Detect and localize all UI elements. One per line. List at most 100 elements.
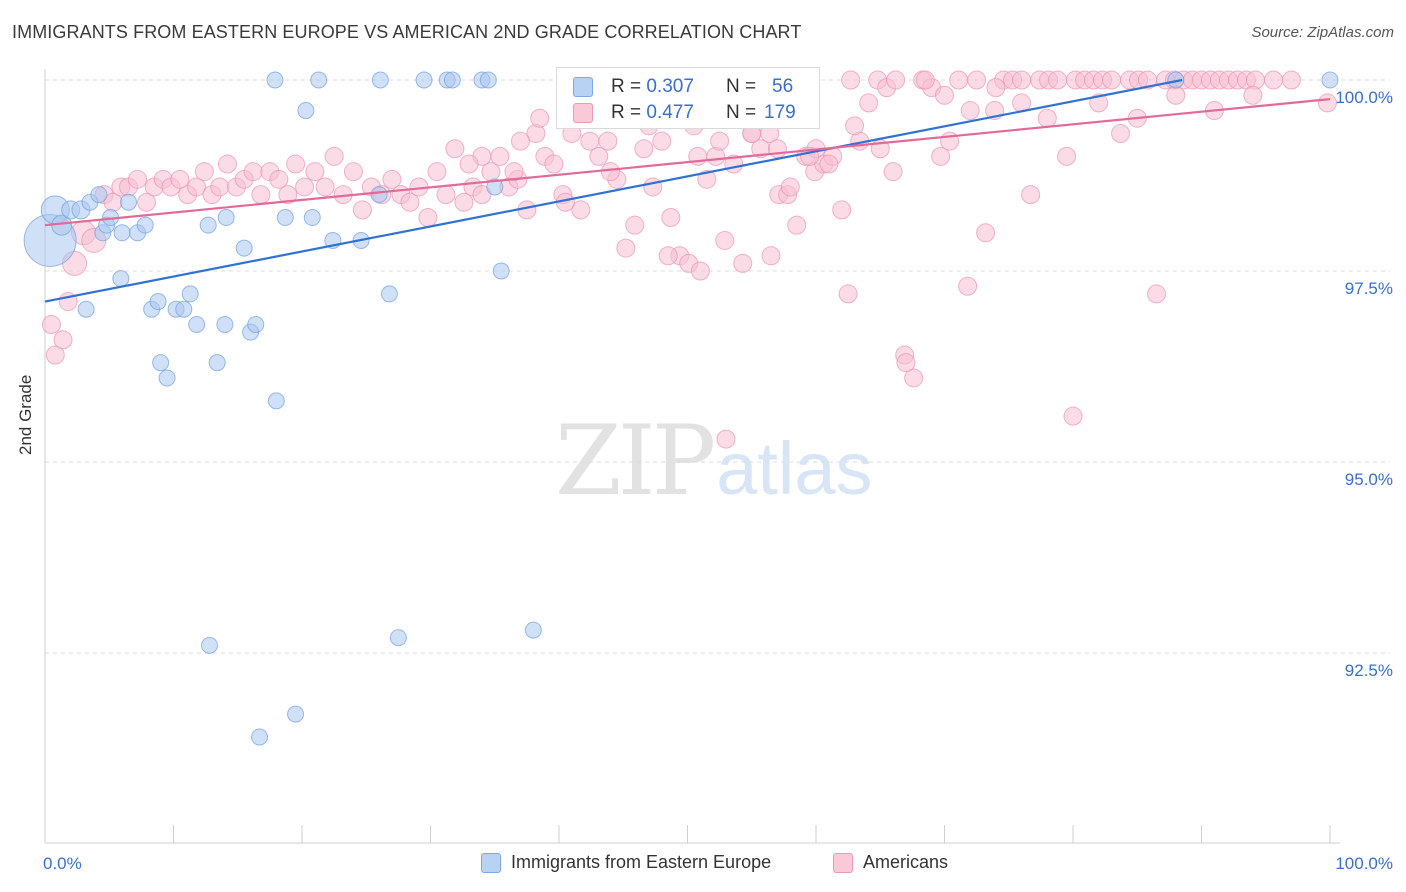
americans-points <box>41 70 1337 449</box>
americans-point <box>859 93 879 113</box>
trend-lines <box>44 78 1331 303</box>
americans-point <box>616 238 636 258</box>
x-tick-label: 0.0% <box>43 854 82 873</box>
americans-point <box>1147 284 1167 304</box>
americans-point <box>436 185 456 205</box>
eastern-europe-point <box>486 178 504 196</box>
americans-point <box>598 131 618 151</box>
legend-r-value: 0.477 <box>646 102 694 123</box>
americans-point <box>819 154 839 174</box>
eastern-europe-point <box>217 209 235 227</box>
legend-n-value: 56 <box>772 76 794 97</box>
americans-point <box>286 154 306 174</box>
americans-point <box>915 70 935 90</box>
americans-point <box>418 208 438 228</box>
legend-n-label: N = <box>725 76 757 97</box>
americans-point <box>571 200 591 220</box>
americans-point <box>1021 185 1041 205</box>
americans-point <box>958 276 978 296</box>
eastern-europe-point <box>524 621 542 639</box>
y-tick-label: 95.0% <box>1345 470 1393 489</box>
legend-swatch-blue <box>573 77 593 97</box>
eastern-europe-point <box>181 285 199 303</box>
eastern-europe-point <box>492 262 510 280</box>
americans-point <box>931 146 951 166</box>
americans-point <box>269 169 289 189</box>
americans-point <box>295 177 315 197</box>
eastern-europe-point <box>158 369 176 387</box>
americans-point <box>1102 70 1122 90</box>
eastern-europe-point <box>389 629 407 647</box>
americans-point <box>544 154 564 174</box>
americans-point <box>886 70 906 90</box>
eastern-europe-points <box>23 71 1339 746</box>
americans-point <box>53 330 73 350</box>
eastern-europe-point <box>1167 71 1185 89</box>
y-tick-label: 97.5% <box>1345 279 1393 298</box>
americans-point <box>761 246 781 266</box>
americans-point <box>1048 70 1068 90</box>
americans-point <box>658 246 678 266</box>
americans-point <box>170 169 190 189</box>
x-tick-label: 100.0% <box>1335 854 1393 873</box>
eastern-europe-point <box>113 224 131 242</box>
eastern-europe-point <box>247 315 265 333</box>
eastern-europe-point <box>303 209 321 227</box>
legend-label-eastern-europe: Immigrants from Eastern Europe <box>511 852 772 872</box>
americans-point <box>510 131 530 151</box>
americans-point <box>324 146 344 166</box>
eastern-europe-point <box>175 300 193 318</box>
americans-point <box>472 185 492 205</box>
americans-point <box>787 215 807 235</box>
americans-point <box>634 139 654 159</box>
eastern-europe-point <box>149 293 167 311</box>
americans-point <box>780 177 800 197</box>
eastern-europe-point <box>287 705 305 723</box>
eastern-europe-point <box>310 71 328 89</box>
legend-swatch-blue <box>481 852 501 873</box>
eastern-europe-point <box>251 728 269 746</box>
eastern-europe-point <box>415 71 433 89</box>
americans-point <box>1317 93 1337 113</box>
americans-point <box>427 162 447 182</box>
americans-point <box>454 192 474 212</box>
eastern-europe-point <box>216 315 234 333</box>
americans-point <box>1057 146 1077 166</box>
eastern-europe-trend-line <box>44 78 1183 303</box>
americans-point <box>949 70 969 90</box>
eastern-europe-point <box>297 102 315 120</box>
legend-swatch-pink <box>573 103 593 123</box>
americans-point <box>459 154 479 174</box>
americans-point <box>217 154 237 174</box>
eastern-europe-point <box>371 71 389 89</box>
americans-point <box>251 185 271 205</box>
axes <box>44 69 1340 844</box>
americans-point <box>210 177 230 197</box>
americans-point <box>187 177 207 197</box>
americans-point <box>278 185 298 205</box>
americans-point <box>128 169 148 189</box>
americans-point <box>243 162 263 182</box>
americans-point <box>896 353 916 373</box>
eastern-europe-point <box>267 392 285 410</box>
americans-point <box>883 162 903 182</box>
eastern-europe-point <box>380 285 398 303</box>
americans-point <box>589 146 609 166</box>
eastern-europe-point <box>90 186 108 204</box>
americans-point <box>343 162 363 182</box>
americans-point <box>45 345 65 365</box>
legend-n-label: N = <box>725 102 757 123</box>
americans-point <box>530 108 550 128</box>
eastern-europe-point <box>120 193 138 211</box>
americans-point <box>733 253 753 273</box>
americans-point <box>1037 108 1057 128</box>
americans-point <box>1063 406 1083 426</box>
americans-point <box>490 146 510 166</box>
americans-point <box>661 208 681 228</box>
americans-point <box>1263 70 1283 90</box>
americans-point <box>1243 85 1263 105</box>
series-legend: Immigrants from Eastern Europe Americans <box>0 852 1406 878</box>
eastern-europe-point <box>200 636 218 654</box>
americans-point <box>652 131 672 151</box>
eastern-europe-point <box>370 186 388 204</box>
